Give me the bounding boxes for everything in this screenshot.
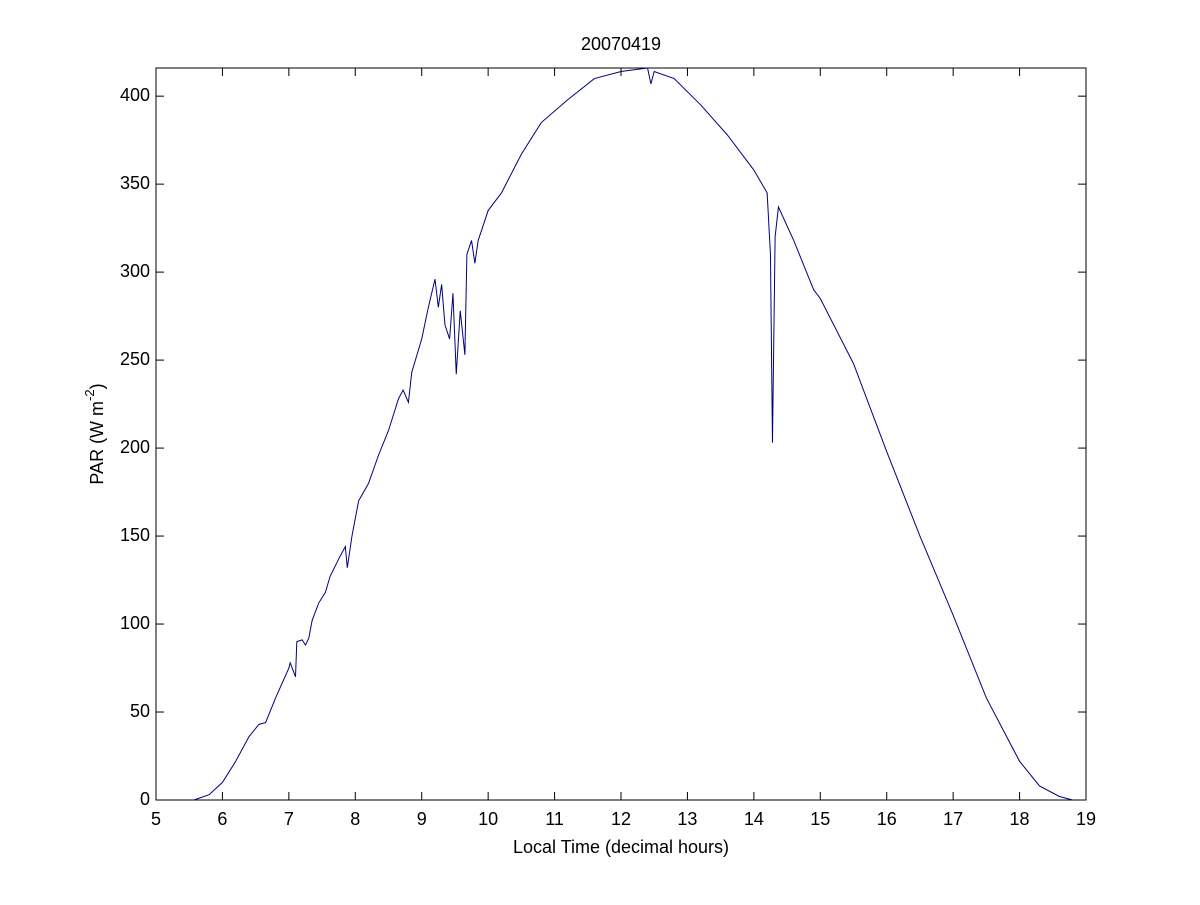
x-tick-label: 14: [744, 809, 764, 829]
axes-box: [155, 67, 1087, 801]
x-tick-label: 8: [350, 809, 360, 829]
chart-title: 20070419: [581, 34, 661, 54]
y-axis-label: PAR (W m-2): [82, 383, 106, 484]
x-tick-label: 11: [545, 809, 564, 829]
y-label-main: PAR (W m: [87, 401, 107, 485]
x-tick-label: 13: [677, 809, 697, 829]
y-label-sup: -2: [82, 389, 97, 401]
x-axis-label: Local Time (decimal hours): [513, 837, 729, 857]
y-tick-label: 200: [120, 437, 150, 457]
x-tick-label: 9: [417, 809, 427, 829]
x-tick-label: 12: [611, 809, 631, 829]
y-tick-label: 0: [140, 789, 150, 809]
y-label-end: ): [87, 383, 107, 389]
x-tick-label: 16: [877, 809, 897, 829]
x-tick-label: 15: [810, 809, 830, 829]
y-tick-label: 350: [120, 173, 150, 193]
x-tick-label: 19: [1076, 809, 1096, 829]
y-tick-label: 50: [130, 701, 150, 721]
data-line: [193, 67, 1073, 801]
x-tick-label: 7: [284, 809, 294, 829]
x-tick-label: 6: [217, 809, 227, 829]
y-tick-label: 400: [120, 85, 150, 105]
y-tick-label: 100: [120, 613, 150, 633]
x-tick-label: 18: [1010, 809, 1030, 829]
x-tick-label: 17: [943, 809, 963, 829]
y-tick-label: 300: [120, 261, 150, 281]
y-tick-label: 250: [120, 349, 150, 369]
x-tick-label: 5: [151, 809, 161, 829]
y-tick-label: 150: [120, 525, 150, 545]
x-tick-label: 10: [478, 809, 498, 829]
